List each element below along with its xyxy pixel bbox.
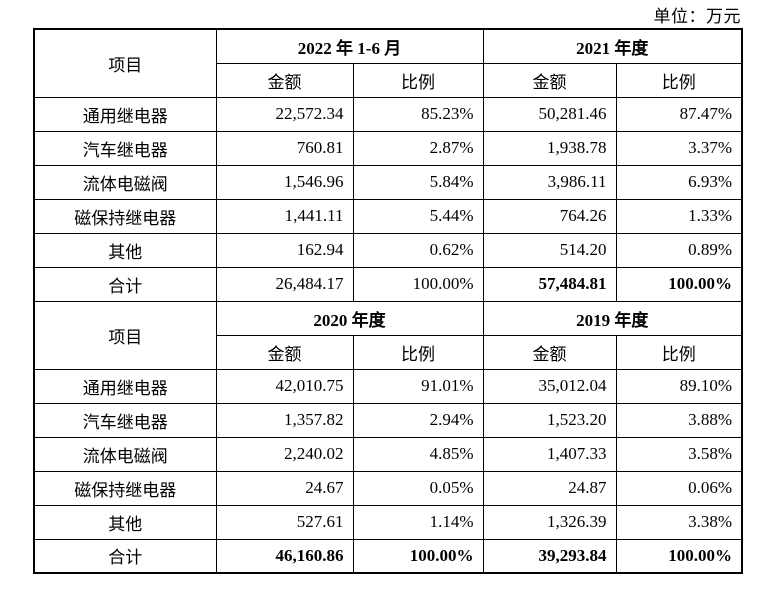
- amount-cell: 760.81: [215, 130, 354, 166]
- ratio-cell: 0.89%: [615, 232, 743, 268]
- row-label: 流体电磁阀: [33, 164, 217, 200]
- ratio-cell: 0.06%: [615, 470, 743, 506]
- ratio-cell: 0.62%: [352, 232, 484, 268]
- row-label: 合计: [33, 266, 217, 302]
- ratio-cell: 1.33%: [615, 198, 743, 234]
- table-row: 流体电磁阀 2,240.02 4.85% 1,407.33 3.58%: [33, 436, 743, 472]
- amount-cell: 35,012.04: [482, 368, 617, 404]
- ratio-cell: 5.44%: [352, 198, 484, 234]
- ratio-cell: 100.00%: [615, 538, 743, 574]
- table-row: 汽车继电器 1,357.82 2.94% 1,523.20 3.88%: [33, 402, 743, 438]
- amount-cell: 1,523.20: [482, 402, 617, 438]
- ratio-cell: 91.01%: [352, 368, 484, 404]
- amount-cell: 39,293.84: [482, 538, 617, 574]
- amount-cell: 514.20: [482, 232, 617, 268]
- amount-cell: 50,281.46: [482, 96, 617, 132]
- table-row: 通用继电器 22,572.34 85.23% 50,281.46 87.47%: [33, 96, 743, 132]
- subheader-amount: 金额: [482, 334, 617, 370]
- header-row-periods-2: 项目 2020 年度 2019 年度: [33, 300, 743, 370]
- ratio-cell: 3.38%: [615, 504, 743, 540]
- row-label: 流体电磁阀: [33, 436, 217, 472]
- ratio-cell: 4.85%: [352, 436, 484, 472]
- ratio-cell: 6.93%: [615, 164, 743, 200]
- amount-cell: 24.67: [215, 470, 354, 506]
- subheader-ratio: 比例: [615, 62, 743, 98]
- subheader-ratio: 比例: [352, 62, 484, 98]
- item-column-header-1: 项目: [33, 28, 217, 98]
- ratio-cell: 100.00%: [615, 266, 743, 302]
- ratio-cell: 100.00%: [352, 538, 484, 574]
- period-header-2020: 2020 年度: [215, 300, 484, 336]
- table-row: 磁保持继电器 24.67 0.05% 24.87 0.06%: [33, 470, 743, 506]
- ratio-cell: 85.23%: [352, 96, 484, 132]
- amount-cell: 764.26: [482, 198, 617, 234]
- ratio-cell: 3.88%: [615, 402, 743, 438]
- row-label: 磁保持继电器: [33, 470, 217, 506]
- amount-cell: 1,441.11: [215, 198, 354, 234]
- amount-cell: 1,357.82: [215, 402, 354, 438]
- subheader-ratio: 比例: [352, 334, 484, 370]
- row-label: 合计: [33, 538, 217, 574]
- ratio-cell: 5.84%: [352, 164, 484, 200]
- header-row-periods-1: 项目 2022 年 1-6 月 2021 年度: [33, 28, 743, 98]
- header-row-measures-2: 金额 比例 金额 比例: [34, 334, 743, 370]
- amount-cell: 527.61: [215, 504, 354, 540]
- table-row: 其他 527.61 1.14% 1,326.39 3.38%: [33, 504, 743, 540]
- amount-cell: 46,160.86: [215, 538, 354, 574]
- amount-cell: 2,240.02: [215, 436, 354, 472]
- ratio-cell: 2.87%: [352, 130, 484, 166]
- amount-cell: 26,484.17: [215, 266, 354, 302]
- row-label: 通用继电器: [33, 368, 217, 404]
- ratio-cell: 3.58%: [615, 436, 743, 472]
- header-row-measures-1: 金额 比例 金额 比例: [34, 62, 743, 98]
- row-label: 汽车继电器: [33, 402, 217, 438]
- row-label: 其他: [33, 504, 217, 540]
- amount-cell: 22,572.34: [215, 96, 354, 132]
- revenue-composition-table: 项目 2022 年 1-6 月 2021 年度 金额 比例 金额 比例 通用继电…: [33, 28, 744, 574]
- amount-cell: 1,326.39: [482, 504, 617, 540]
- unit-label: 单位：万元: [653, 7, 741, 26]
- table-row: 通用继电器 42,010.75 91.01% 35,012.04 89.10%: [33, 368, 743, 404]
- subheader-amount: 金额: [482, 62, 617, 98]
- table-row: 其他 162.94 0.62% 514.20 0.89%: [33, 232, 743, 268]
- amount-cell: 1,938.78: [482, 130, 617, 166]
- amount-cell: 1,546.96: [215, 164, 354, 200]
- ratio-cell: 100.00%: [352, 266, 484, 302]
- table-row: 汽车继电器 760.81 2.87% 1,938.78 3.37%: [33, 130, 743, 166]
- amount-cell: 1,407.33: [482, 436, 617, 472]
- ratio-cell: 3.37%: [615, 130, 743, 166]
- period-header-2021: 2021 年度: [482, 28, 743, 64]
- total-row: 合计 26,484.17 100.00% 57,484.81 100.00%: [33, 266, 743, 302]
- subheader-amount: 金额: [215, 334, 354, 370]
- ratio-cell: 87.47%: [615, 96, 743, 132]
- row-label: 汽车继电器: [33, 130, 217, 166]
- amount-cell: 57,484.81: [482, 266, 617, 302]
- ratio-cell: 2.94%: [352, 402, 484, 438]
- table-row: 磁保持继电器 1,441.11 5.44% 764.26 1.33%: [33, 198, 743, 234]
- amount-cell: 24.87: [482, 470, 617, 506]
- period-header-2019: 2019 年度: [482, 300, 743, 336]
- amount-cell: 162.94: [215, 232, 354, 268]
- row-label: 通用继电器: [33, 96, 217, 132]
- amount-cell: 42,010.75: [215, 368, 354, 404]
- subheader-ratio: 比例: [615, 334, 743, 370]
- table-section-2022-2021: 项目 2022 年 1-6 月 2021 年度 金额 比例 金额 比例 通用继电…: [33, 28, 743, 302]
- ratio-cell: 0.05%: [352, 470, 484, 506]
- ratio-cell: 89.10%: [615, 368, 743, 404]
- amount-cell: 3,986.11: [482, 164, 617, 200]
- table-row: 流体电磁阀 1,546.96 5.84% 3,986.11 6.93%: [33, 164, 743, 200]
- row-label: 其他: [33, 232, 217, 268]
- total-row: 合计 46,160.86 100.00% 39,293.84 100.00%: [33, 538, 743, 574]
- subheader-amount: 金额: [215, 62, 354, 98]
- table-section-2020-2019: 项目 2020 年度 2019 年度 金额 比例 金额 比例 通用继电器 42,…: [33, 300, 743, 574]
- item-column-header-2: 项目: [33, 300, 217, 370]
- ratio-cell: 1.14%: [352, 504, 484, 540]
- period-header-2022h1: 2022 年 1-6 月: [215, 28, 484, 64]
- row-label: 磁保持继电器: [33, 198, 217, 234]
